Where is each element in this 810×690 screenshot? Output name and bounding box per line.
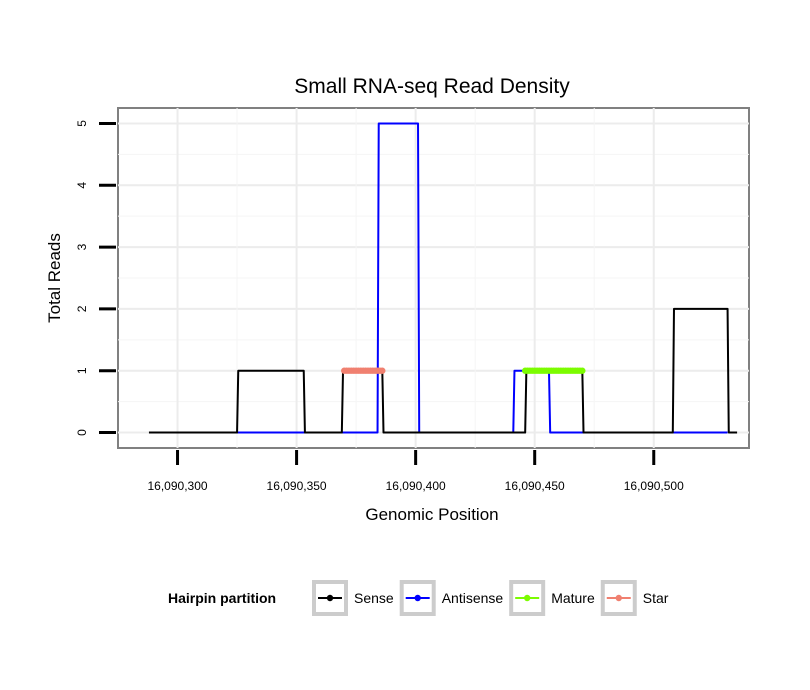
series-line-sense: [148, 307, 738, 434]
legend-key-antisense: [399, 580, 436, 616]
y-tick-label: 4: [75, 182, 89, 189]
series-layer: [148, 122, 738, 434]
series-point-star: [379, 367, 386, 374]
legend-key-star: [600, 580, 637, 616]
x-tick-label: 16,090,350: [267, 479, 327, 493]
legend-key-point: [414, 594, 421, 602]
series-point-mature: [579, 367, 586, 374]
x-tick-label: 16,090,500: [624, 479, 684, 493]
x-tick-label: 16,090,300: [147, 479, 207, 493]
legend-key-mature: [509, 580, 546, 616]
legend-key-point: [523, 594, 531, 602]
chart-title: Small RNA-seq Read Density: [294, 75, 570, 98]
y-tick-label: 5: [75, 120, 89, 127]
x-tick-label: 16,090,450: [505, 479, 565, 493]
x-axis: 16,090,300 16,090,350 16,090,400 16,090,450…: [147, 450, 684, 493]
legend-key-sense: [312, 580, 348, 616]
legend-key-point: [615, 594, 622, 602]
legend-label-sense: Sense: [354, 590, 394, 606]
legend-key-point: [326, 594, 334, 602]
y-axis: 0 1 2 3 4 5: [75, 120, 116, 436]
y-tick-label: 2: [75, 305, 89, 312]
legend-title: Hairpin partition: [168, 590, 276, 606]
legend: Hairpin partition Sense Antisense Mature St…: [168, 580, 669, 616]
y-tick-label: 0: [75, 429, 89, 436]
y-tick-label: 3: [75, 243, 89, 250]
x-tick-label: 16,090,400: [386, 479, 446, 493]
legend-label-mature: Mature: [551, 590, 595, 606]
y-axis-label: Total Reads: [45, 233, 64, 323]
legend-label-star: Star: [643, 590, 669, 606]
legend-label-antisense: Antisense: [442, 590, 504, 606]
y-tick-label: 1: [75, 367, 89, 374]
x-axis-label: Genomic Position: [365, 505, 498, 524]
